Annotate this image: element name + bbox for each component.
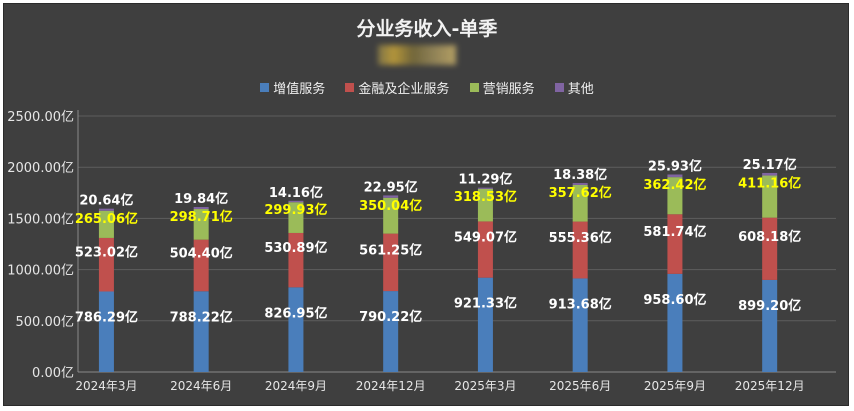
x-tick-label: 2025年12月 — [735, 379, 805, 393]
y-tick-label: 500.00亿 — [16, 315, 75, 330]
y-tick-label: 2000.00亿 — [7, 161, 74, 176]
chart-frame — [3, 3, 849, 406]
data-label: 22.95亿 — [364, 179, 418, 195]
data-label: 411.16亿 — [738, 176, 801, 192]
data-label: 299.93亿 — [264, 202, 327, 218]
legend-swatch-value-added — [260, 83, 270, 92]
chart-title: 分业务收入-单季 — [356, 18, 498, 40]
data-label: 561.25亿 — [359, 242, 422, 258]
legend-label-marketing: 营销服务 — [482, 82, 535, 97]
data-label: 790.22亿 — [359, 309, 422, 325]
data-label: 523.02亿 — [75, 245, 138, 261]
data-label: 958.60亿 — [643, 292, 706, 308]
data-label: 350.04亿 — [359, 198, 422, 214]
x-tick-label: 2024年3月 — [75, 379, 137, 393]
data-label: 549.07亿 — [454, 230, 517, 246]
data-label: 25.93亿 — [648, 159, 702, 175]
y-tick-label: 1500.00亿 — [7, 212, 74, 227]
bar-segment — [572, 221, 588, 279]
data-label: 899.20亿 — [738, 298, 801, 314]
bar-segment — [193, 239, 209, 292]
data-label: 921.33亿 — [454, 296, 517, 312]
data-label: 913.68亿 — [549, 296, 612, 312]
legend-label-fintech: 金融及企业服务 — [358, 82, 450, 97]
data-label: 11.29亿 — [458, 172, 512, 188]
bar-segment — [667, 273, 683, 372]
redacted-logo — [378, 45, 456, 65]
legend-item-value-added: 增值服务 — [260, 78, 325, 97]
data-label: 265.06亿 — [75, 211, 138, 227]
bar-segment — [193, 207, 209, 210]
bar-segment — [762, 175, 778, 218]
x-tick-label: 2025年3月 — [454, 379, 516, 393]
bar-segment — [477, 187, 493, 189]
bar-segment — [667, 214, 683, 274]
x-tick-label: 2024年6月 — [170, 379, 232, 393]
legend-swatch-other — [554, 83, 564, 92]
data-label: 14.16亿 — [269, 185, 323, 201]
data-label: 318.53亿 — [454, 189, 517, 205]
bar-segment — [288, 202, 304, 233]
legend-item-other: 其他 — [554, 78, 594, 97]
x-tick-label: 2024年9月 — [265, 379, 327, 393]
bar-segment — [383, 195, 399, 198]
bar-segment — [762, 217, 778, 280]
legend-label-value-added: 增值服务 — [273, 82, 326, 97]
data-label: 20.64亿 — [79, 193, 133, 209]
data-label: 362.42亿 — [643, 177, 706, 193]
bar-segment — [98, 208, 114, 211]
y-tick-label: 0.00亿 — [32, 366, 74, 381]
data-label: 530.89亿 — [264, 240, 327, 256]
data-label: 19.84亿 — [174, 191, 228, 207]
data-label: 788.22亿 — [170, 309, 233, 325]
x-tick-label: 2025年6月 — [549, 379, 611, 393]
bar-segment — [193, 209, 209, 240]
bar-segment — [288, 200, 304, 203]
data-label: 298.71亿 — [170, 209, 233, 225]
x-tick-label: 2025年9月 — [644, 379, 706, 393]
legend-item-fintech: 金融及企业服务 — [345, 78, 449, 97]
bar-segment — [572, 183, 588, 185]
bar-segment — [98, 210, 114, 238]
legend-swatch-marketing — [469, 83, 479, 92]
bar-segment — [762, 172, 778, 176]
y-tick-label: 1000.00亿 — [7, 264, 74, 279]
bar-segment — [383, 233, 399, 292]
bar-segment — [667, 174, 683, 178]
bar-segment — [98, 237, 114, 292]
bar-segment — [572, 184, 588, 222]
bar-segment — [193, 291, 209, 372]
data-label: 25.17亿 — [743, 157, 797, 173]
bar-segment — [383, 291, 399, 372]
legend-item-marketing: 营销服务 — [469, 78, 535, 97]
chart-legend: 增值服务 金融及企业服务 营销服务 其他 — [0, 78, 854, 97]
bar-segment — [667, 177, 683, 215]
data-label: 581.74亿 — [643, 224, 706, 240]
y-tick-label: 2500.00亿 — [7, 110, 74, 125]
data-label: 826.95亿 — [264, 305, 327, 321]
data-label: 18.38亿 — [553, 167, 607, 183]
bar-segment — [288, 287, 304, 372]
bar-segment — [572, 278, 588, 372]
bar-segment — [477, 188, 493, 222]
bar-segment — [98, 291, 114, 372]
bar-segment — [383, 197, 399, 234]
data-label: 786.29亿 — [75, 309, 138, 325]
bar-segment — [762, 279, 778, 372]
x-tick-label: 2024年12月 — [356, 379, 426, 393]
data-label: 555.36亿 — [549, 230, 612, 246]
data-label: 357.62亿 — [549, 185, 612, 201]
legend-label-other: 其他 — [567, 82, 594, 97]
legend-swatch-fintech — [345, 83, 355, 92]
bar-segment — [477, 277, 493, 372]
bar-segment — [288, 232, 304, 288]
data-label: 608.18亿 — [738, 229, 801, 245]
data-label: 504.40亿 — [170, 245, 233, 261]
bar-segment — [477, 221, 493, 278]
